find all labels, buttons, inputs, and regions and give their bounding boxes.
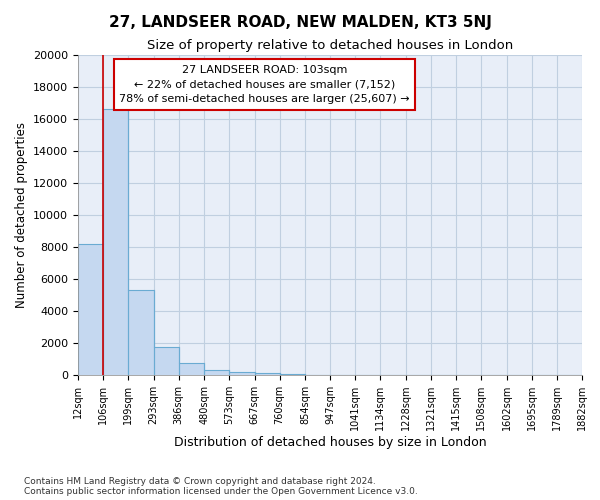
Title: Size of property relative to detached houses in London: Size of property relative to detached ho… — [147, 40, 513, 52]
Text: 27 LANDSEER ROAD: 103sqm
← 22% of detached houses are smaller (7,152)
78% of sem: 27 LANDSEER ROAD: 103sqm ← 22% of detach… — [119, 64, 410, 104]
Text: Contains public sector information licensed under the Open Government Licence v3: Contains public sector information licen… — [24, 487, 418, 496]
Text: Contains HM Land Registry data © Crown copyright and database right 2024.: Contains HM Land Registry data © Crown c… — [24, 477, 376, 486]
Y-axis label: Number of detached properties: Number of detached properties — [14, 122, 28, 308]
Text: 27, LANDSEER ROAD, NEW MALDEN, KT3 5NJ: 27, LANDSEER ROAD, NEW MALDEN, KT3 5NJ — [109, 15, 491, 30]
X-axis label: Distribution of detached houses by size in London: Distribution of detached houses by size … — [173, 436, 487, 449]
